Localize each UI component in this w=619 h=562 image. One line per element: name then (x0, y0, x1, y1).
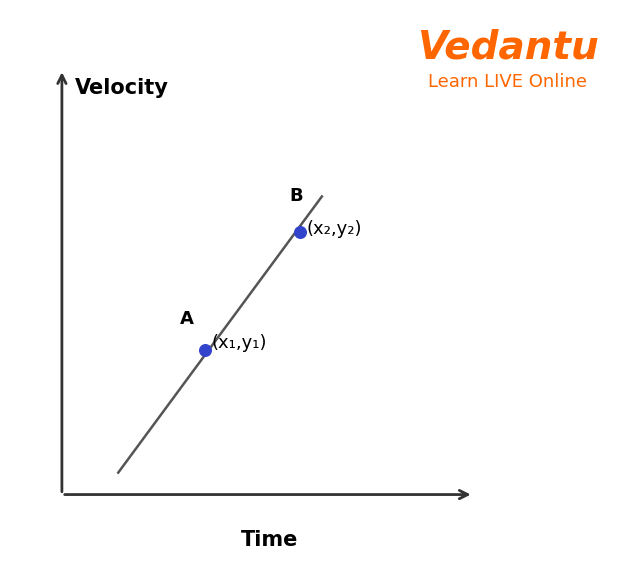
Text: (x₁,y₁): (x₁,y₁) (212, 334, 267, 352)
Point (200, 346, 210, 355)
Text: A: A (180, 310, 194, 328)
Text: Velocity: Velocity (75, 78, 169, 98)
Text: B: B (289, 187, 303, 205)
Text: Vedantu: Vedantu (417, 28, 599, 66)
Text: Time: Time (241, 529, 298, 550)
Point (295, 227, 305, 236)
Text: (x₂,y₂): (x₂,y₂) (307, 220, 362, 238)
Text: Learn LIVE Online: Learn LIVE Online (428, 73, 587, 91)
